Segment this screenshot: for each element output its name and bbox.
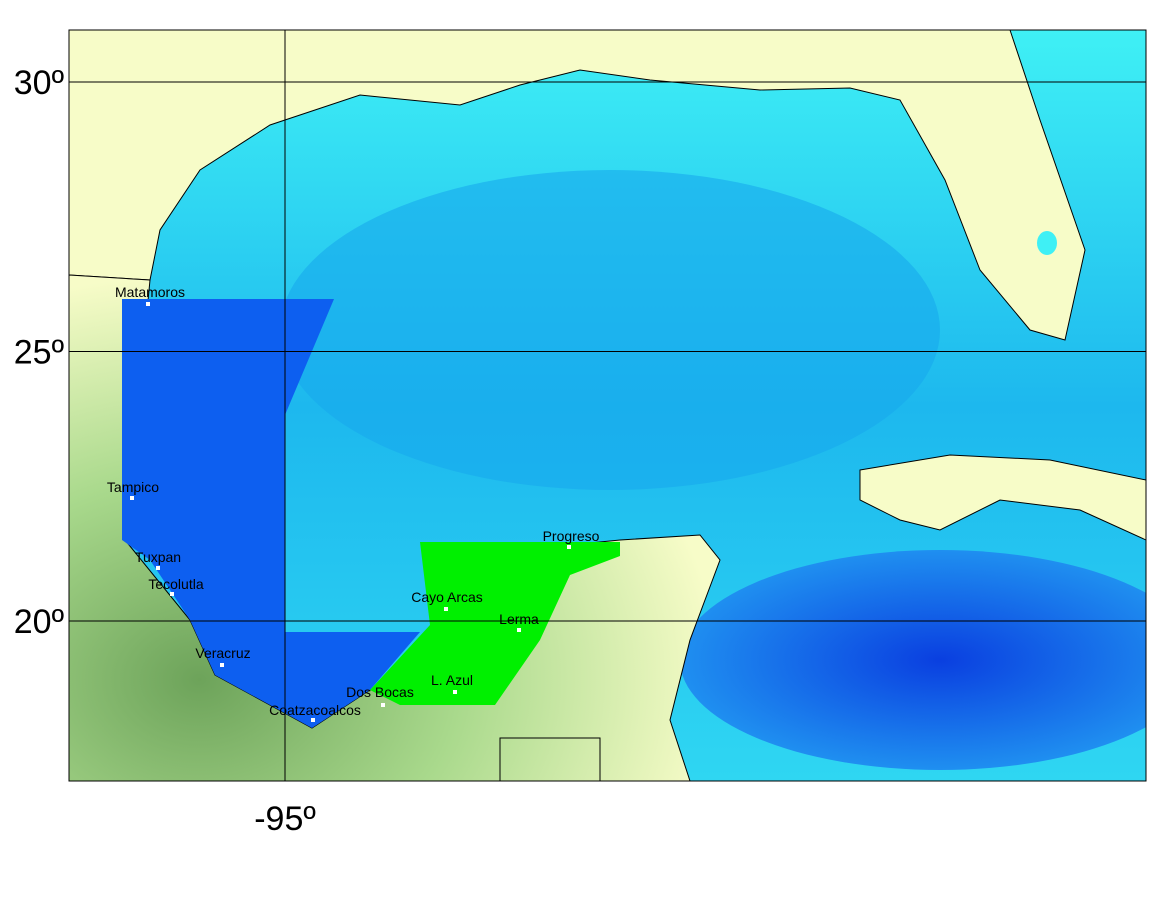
place-marker bbox=[517, 628, 521, 632]
place-label: Lerma bbox=[499, 611, 539, 627]
place-marker bbox=[453, 690, 457, 694]
place-marker bbox=[220, 663, 224, 667]
place-label: L. Azul bbox=[431, 672, 473, 688]
place-marker bbox=[567, 545, 571, 549]
place-label: Cayo Arcas bbox=[411, 589, 483, 605]
lat-label: 30º bbox=[14, 64, 64, 102]
place-label: Veracruz bbox=[195, 645, 250, 661]
lat-label: 20º bbox=[14, 603, 64, 641]
place-marker bbox=[444, 607, 448, 611]
lon-label: -95º bbox=[254, 800, 316, 838]
map-area bbox=[69, 30, 1146, 781]
land-north bbox=[69, 30, 1086, 341]
place-label: Matamoros bbox=[115, 284, 185, 300]
place-marker bbox=[381, 703, 385, 707]
place-label: Tecolutla bbox=[148, 576, 203, 592]
place-marker bbox=[130, 496, 134, 500]
place-label: Dos Bocas bbox=[346, 684, 414, 700]
place-label: Tuxpan bbox=[135, 549, 181, 565]
graticule bbox=[69, 30, 1146, 781]
deep-gulf bbox=[280, 170, 940, 490]
caribbean-deep bbox=[680, 550, 1146, 770]
place-marker bbox=[170, 592, 174, 596]
place-label: Progreso bbox=[543, 528, 600, 544]
lake bbox=[1037, 231, 1057, 255]
lat-label: 25º bbox=[14, 334, 64, 372]
border bbox=[499, 737, 601, 781]
land-cuba bbox=[859, 454, 1146, 541]
place-label: Tampico bbox=[107, 479, 159, 495]
place-label: Coatzacoalcos bbox=[269, 702, 361, 718]
place-marker bbox=[311, 718, 315, 722]
zone-green bbox=[370, 542, 620, 705]
labels: 30º25º20º-95º-90º-85º-80ºMatamorosTampic… bbox=[14, 64, 600, 838]
frame bbox=[68, 29, 1147, 782]
place-marker bbox=[146, 302, 150, 306]
place-marker bbox=[156, 566, 160, 570]
